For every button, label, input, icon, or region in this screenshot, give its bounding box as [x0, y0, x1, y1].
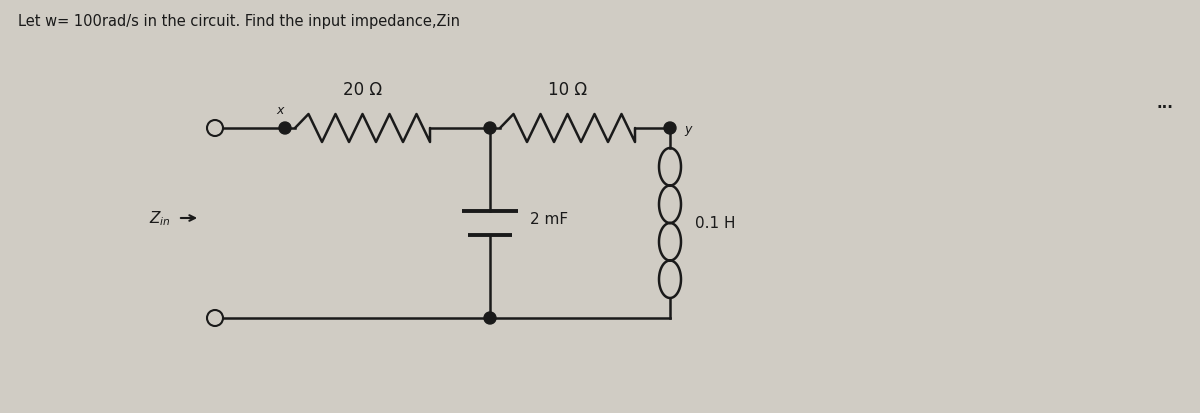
Text: Let w= 100rad/s in the circuit. Find the input impedance,Zin: Let w= 100rad/s in the circuit. Find the… — [18, 14, 460, 29]
Circle shape — [278, 123, 292, 135]
Text: 20 Ω: 20 Ω — [343, 81, 382, 99]
Text: x: x — [276, 104, 283, 117]
Circle shape — [208, 121, 223, 137]
Text: y: y — [684, 122, 691, 135]
Text: 2 mF: 2 mF — [530, 211, 568, 226]
Text: 10 Ω: 10 Ω — [548, 81, 587, 99]
Text: $Z_{in}$: $Z_{in}$ — [149, 209, 170, 228]
Circle shape — [208, 310, 223, 326]
Text: 0.1 H: 0.1 H — [695, 216, 736, 231]
Text: ...: ... — [1157, 96, 1174, 111]
Circle shape — [664, 123, 676, 135]
Circle shape — [484, 123, 496, 135]
Circle shape — [484, 312, 496, 324]
